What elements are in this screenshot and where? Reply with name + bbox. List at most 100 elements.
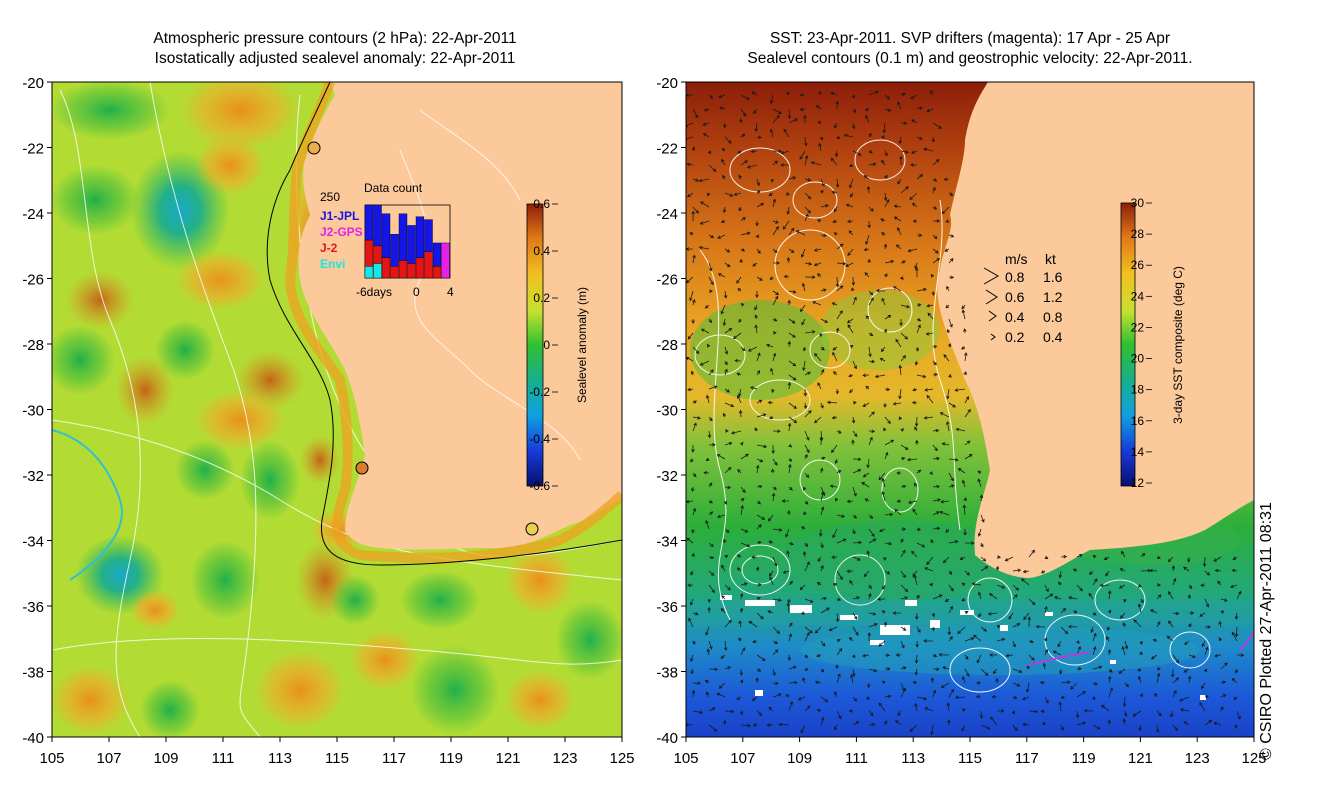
velocity-arrow-set	[686, 89, 1245, 736]
inset-bar-j1-jpl	[390, 233, 399, 267]
right-ytick-label: -36	[656, 599, 678, 616]
left-xtick-label: 119	[439, 750, 463, 767]
right-xtick-label: 113	[901, 750, 925, 767]
left-xtick-label: 121	[495, 750, 520, 767]
inset-bar-j1-jpl	[381, 213, 391, 258]
right-title-line2: Sealevel contours (0.1 m) and geostrophi…	[747, 50, 1193, 67]
right-ytick-label: -26	[656, 272, 678, 289]
inset-xlabel-0: -6days	[356, 285, 392, 299]
inset-bar-j-2	[390, 266, 399, 279]
right-xtick-label: 115	[958, 750, 982, 767]
site-marker-south	[525, 522, 539, 536]
inset-ymax: 250	[320, 190, 340, 204]
speed-header-ms: m/s	[1005, 251, 1028, 267]
right-ytick-label: -34	[656, 534, 678, 551]
inset-title: Data count	[364, 181, 423, 195]
left-title-line1: Atmospheric pressure contours (2 hPa): 2…	[153, 30, 517, 47]
right-xtick-label: 117	[1015, 750, 1039, 767]
left-ytick-label: -22	[22, 141, 44, 158]
left-ytick-label: -28	[22, 337, 44, 354]
left-ytick-label: -30	[22, 403, 44, 420]
left-ytick-label: -20	[22, 75, 44, 92]
drifter-track-1	[1027, 651, 1091, 666]
left-title-line2: Isostatically adjusted sealevel anomaly:…	[154, 50, 516, 67]
axis-ticks: 105 107 109 111 113 115 117 119 121 123 125 -20 -22 -…	[22, 75, 1266, 767]
inset-bar-j-2	[415, 257, 425, 279]
site-marker-west	[355, 461, 369, 475]
left-xtick-label: 117	[382, 750, 406, 767]
left-ytick-label: -38	[22, 665, 44, 682]
site-marker-north	[307, 141, 321, 155]
right-ytick-label: -28	[656, 337, 678, 354]
right-colorbar-tick-label: 26	[1131, 258, 1145, 272]
left-ytick-label: -26	[22, 272, 44, 289]
right-ytick-label: -30	[656, 403, 678, 420]
speed-row-1-kt: 1.2	[1043, 289, 1063, 305]
left-xtick-label: 125	[609, 750, 634, 767]
inset-bar-j-2	[407, 263, 416, 279]
isobath	[266, 82, 622, 566]
inset-bar-j1-jpl	[373, 204, 382, 247]
left-ytick-label: -36	[22, 599, 44, 616]
inset-bar-j-2	[381, 257, 391, 279]
inset-bar-j-2	[398, 260, 408, 279]
right-xtick-label: 119	[1072, 750, 1096, 767]
speed-row-2-kt: 0.8	[1043, 309, 1063, 325]
inset-bars	[364, 204, 450, 279]
inset-bar-j-2	[373, 245, 382, 264]
inset-data-count: 250 Data count J1-JPL J2-GPS J-2 Envi -6…	[320, 181, 454, 299]
right-ytick-label: -24	[656, 206, 678, 223]
right-xtick-label: 107	[730, 750, 755, 767]
inset-bar-j-2	[432, 266, 442, 279]
right-colorbar-tick-label: 16	[1131, 414, 1145, 428]
right-colorbar: 30 28 26 24 22 20 18 16 14 12 3-day SST composite…	[1120, 196, 1185, 490]
shelf-band	[284, 82, 622, 563]
right-colorbar-tick-label: 24	[1131, 289, 1145, 303]
left-colorbar-tick-label: -0.2	[529, 385, 550, 399]
left-xtick-label: 109	[153, 750, 178, 767]
right-xtick-label: 111	[845, 750, 868, 767]
right-ytick-label: -20	[656, 75, 678, 92]
left-colorbar: 0.6 0.4 0.2 0 -0.2 -0.4 -0.6 Sealevel anomaly …	[526, 197, 589, 493]
left-xtick-label: 107	[96, 750, 121, 767]
inset-bar-j1-jpl	[398, 213, 408, 261]
inset-bar-j-2	[424, 251, 433, 279]
inset-xlabel-2: 4	[447, 285, 454, 299]
right-colorbar-tick-label: 28	[1131, 227, 1145, 241]
speed-header-kt: kt	[1045, 251, 1056, 267]
speed-row-0-kt: 1.6	[1043, 269, 1063, 285]
left-xtick-label: 115	[325, 750, 349, 767]
right-colorbar-tick-label: 14	[1131, 445, 1145, 459]
speed-legend: m/s kt 0.8 1.6 0.6 1.2 0.4 0.8 0.2 0.4	[983, 251, 1063, 345]
speed-row-0-ms: 0.8	[1005, 269, 1025, 285]
inset-bar-j1-jpl	[407, 225, 416, 264]
right-xtick-label: 125	[1241, 750, 1266, 767]
right-colorbar-label: 3-day SST composite (deg C)	[1171, 266, 1185, 424]
inset-bar-j1-jpl	[424, 219, 433, 252]
geostrophic-velocity-arrows	[686, 89, 1245, 736]
left-ytick-label: -34	[22, 534, 44, 551]
inset-bar-envi	[373, 263, 382, 279]
right-ytick-label: -38	[656, 665, 678, 682]
inset-legend-2: J-2	[320, 241, 338, 255]
cyan-contour	[52, 429, 123, 581]
inset-legend-3: Envi	[320, 257, 345, 271]
right-ytick-label: -22	[656, 141, 678, 158]
left-colorbar-tick-label: 0.4	[533, 244, 550, 258]
left-colorbar-tick-label: 0.2	[533, 291, 550, 305]
left-ytick-label: -40	[22, 730, 44, 747]
left-colorbar-tick-label: 0	[543, 338, 550, 352]
left-colorbar-label: Sealevel anomaly (m)	[575, 287, 589, 403]
right-map-field	[686, 82, 1254, 737]
inset-bar-j1-jpl	[415, 216, 425, 258]
left-xtick-label: 111	[212, 750, 235, 767]
speed-row-3-ms: 0.2	[1005, 329, 1025, 345]
left-xtick-label: 113	[268, 750, 292, 767]
sealevel-contours	[694, 139, 1211, 693]
inset-bar-envi	[364, 266, 374, 279]
right-colorbar-tick-label: 18	[1131, 383, 1145, 397]
right-colorbar-tick-label: 22	[1131, 320, 1145, 334]
right-colorbar-tick-label: 20	[1131, 352, 1145, 366]
inset-xlabel-1: 0	[413, 285, 420, 299]
